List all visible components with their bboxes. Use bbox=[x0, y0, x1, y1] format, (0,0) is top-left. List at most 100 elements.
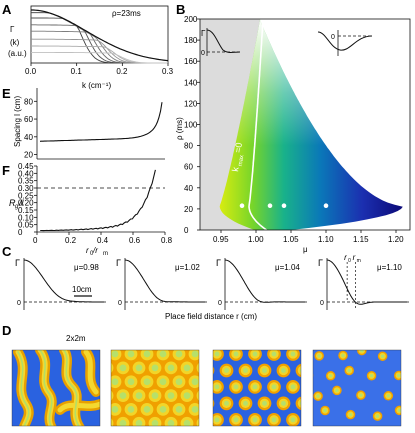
panel-b-inset-left: Γ 0 bbox=[201, 28, 241, 57]
d-spot-core bbox=[252, 417, 258, 423]
d-spot-core bbox=[104, 392, 111, 399]
panel-a-frame bbox=[30, 5, 169, 64]
d-spot-core bbox=[159, 350, 167, 358]
panel-a-envelope bbox=[31, 9, 169, 62]
panel-f-xtick-label: 0.4 bbox=[97, 236, 109, 245]
panel-b-xtick-label: 0.95 bbox=[213, 235, 229, 244]
panel-b-point bbox=[281, 203, 287, 209]
d-tile-sparse-spots bbox=[304, 350, 401, 426]
d-spot-core bbox=[175, 406, 183, 413]
panel-b-inset-right: 0 bbox=[317, 30, 373, 56]
d-spot-core bbox=[200, 364, 207, 371]
d-spot-core bbox=[328, 374, 333, 378]
d-spot-core bbox=[175, 350, 183, 358]
d-spot-core bbox=[159, 378, 167, 386]
d-tile-stripes bbox=[12, 350, 100, 426]
d-spot-core bbox=[386, 394, 391, 398]
panel-e-yticks: 20 40 60 80 bbox=[24, 97, 37, 160]
d-spot-core bbox=[281, 367, 286, 373]
d-spot-core bbox=[360, 350, 364, 353]
panel-c-r0-label: r bbox=[344, 253, 347, 262]
d-spot-core bbox=[151, 419, 159, 426]
d-spot-core bbox=[233, 351, 239, 357]
panel-c-subplot: Γ 0 μ=1.02 bbox=[116, 258, 207, 310]
panel-c-xlabel: Place field distance r (cm) bbox=[165, 312, 257, 321]
d-spot-outer bbox=[295, 396, 301, 411]
panel-b-boundary-label: k max =0 bbox=[230, 142, 245, 172]
svg-text:k: k bbox=[230, 166, 241, 172]
panel-f-yticks: 00.050.100.150.200.250.300.350.400.45 bbox=[18, 162, 37, 237]
d-spot-core bbox=[111, 378, 119, 386]
panel-f-ytick-label: 0.15 bbox=[18, 206, 34, 215]
panel-f-ytick-label: 0.05 bbox=[18, 221, 34, 230]
panel-b-kmax-boundary bbox=[248, 18, 267, 231]
panel-c-rm-label: r bbox=[353, 253, 356, 262]
panel-c-curve bbox=[224, 259, 305, 303]
panel-d-size-label: 2x2m bbox=[66, 334, 86, 343]
d-spot-core bbox=[183, 364, 191, 372]
d-spot-core bbox=[290, 417, 296, 423]
d-spot-core bbox=[119, 392, 127, 399]
panel-c-mu-label: μ=1.02 bbox=[175, 263, 200, 272]
svg-text:g: g bbox=[15, 204, 19, 210]
panel-b-yticks: 0 20 40 60 80 100 120 140 160 180 200 bbox=[184, 15, 200, 235]
panel-a-xtick-label: 0.3 bbox=[162, 67, 174, 76]
d-spot-core bbox=[135, 419, 143, 426]
panel-e-ytick-label: 40 bbox=[24, 133, 33, 142]
d-spot-core bbox=[316, 394, 320, 398]
panel-f-ylabel: R g /l bbox=[9, 198, 25, 210]
panel-c-curve bbox=[124, 259, 205, 303]
d-spot-core bbox=[143, 350, 151, 358]
d-spot-core bbox=[159, 406, 167, 413]
d-tile-spots bbox=[213, 350, 301, 426]
d-spot-core bbox=[290, 351, 296, 357]
d-spot-core bbox=[304, 415, 307, 418]
panel-b-ytick-label: 120 bbox=[184, 99, 198, 108]
d-spot-core bbox=[224, 367, 229, 373]
panel-label-e: E bbox=[2, 86, 11, 101]
d-spot-core bbox=[397, 373, 401, 378]
d-spot-core bbox=[111, 406, 119, 413]
d-spot-core bbox=[380, 354, 385, 358]
d-spot-core bbox=[200, 392, 207, 399]
d-spot-mid bbox=[305, 372, 311, 378]
d-spot-core bbox=[191, 406, 199, 413]
d-spot-mid bbox=[111, 390, 114, 401]
panel-f-chart: 0 0.2 0.4 0.6 0.8 00.050.100.150.200.250.300… bbox=[9, 162, 173, 257]
d-tile-frame bbox=[212, 349, 302, 427]
panel-c-chart: Γ0μ=0.98 Γ0μ=1.02 Γ0μ=1.04 Γ0μ=1.10r 0 r m bbox=[15, 253, 409, 310]
d-spot-core bbox=[243, 400, 248, 406]
inset-right-zero: 0 bbox=[331, 34, 335, 41]
d-spot-core bbox=[307, 374, 310, 377]
inset-left-zero: 0 bbox=[201, 50, 205, 57]
panel-a-curve bbox=[31, 12, 168, 64]
d-tile-frame bbox=[110, 349, 200, 427]
panel-b-xticks: 0.95 1.00 1.05 1.10 1.15 1.20 bbox=[213, 230, 404, 244]
panel-c-mu-label: μ=1.10 bbox=[377, 263, 402, 272]
panel-b-ytick-label: 100 bbox=[184, 121, 198, 130]
panel-label-c: C bbox=[2, 244, 12, 259]
svg-text:/l: /l bbox=[18, 198, 25, 208]
d-spot-core bbox=[151, 364, 159, 372]
d-spot-core bbox=[175, 378, 183, 386]
d-spot-core bbox=[271, 417, 277, 423]
d-spot-core bbox=[183, 419, 191, 426]
panel-e-spacing-curve bbox=[39, 102, 163, 142]
d-spot-core bbox=[262, 400, 267, 406]
panel-b-point bbox=[239, 203, 245, 209]
panel-b-ytick-label: 140 bbox=[184, 78, 198, 87]
panel-a-ylabel: Γ bbox=[10, 25, 15, 34]
panel-c-gamma-label: Γ bbox=[216, 258, 221, 268]
panel-f-ytick-label: 0 bbox=[18, 228, 23, 237]
d-spot-core bbox=[167, 419, 175, 426]
panel-f-xtick-label: 0.2 bbox=[65, 236, 77, 245]
panel-b-ytick-label: 160 bbox=[184, 57, 198, 66]
panel-c-curve bbox=[326, 259, 407, 305]
panel-c-r0-sub: 0 bbox=[348, 258, 351, 264]
panel-a-annotation: ρ=23ms bbox=[112, 9, 141, 18]
panel-b-ytick-label: 200 bbox=[184, 15, 198, 24]
d-spot-core bbox=[119, 419, 127, 426]
panel-f-ytick-label: 0.10 bbox=[18, 213, 34, 222]
d-spot-core bbox=[281, 400, 286, 406]
panel-f-xlabel: r 0 /r m bbox=[86, 246, 108, 257]
